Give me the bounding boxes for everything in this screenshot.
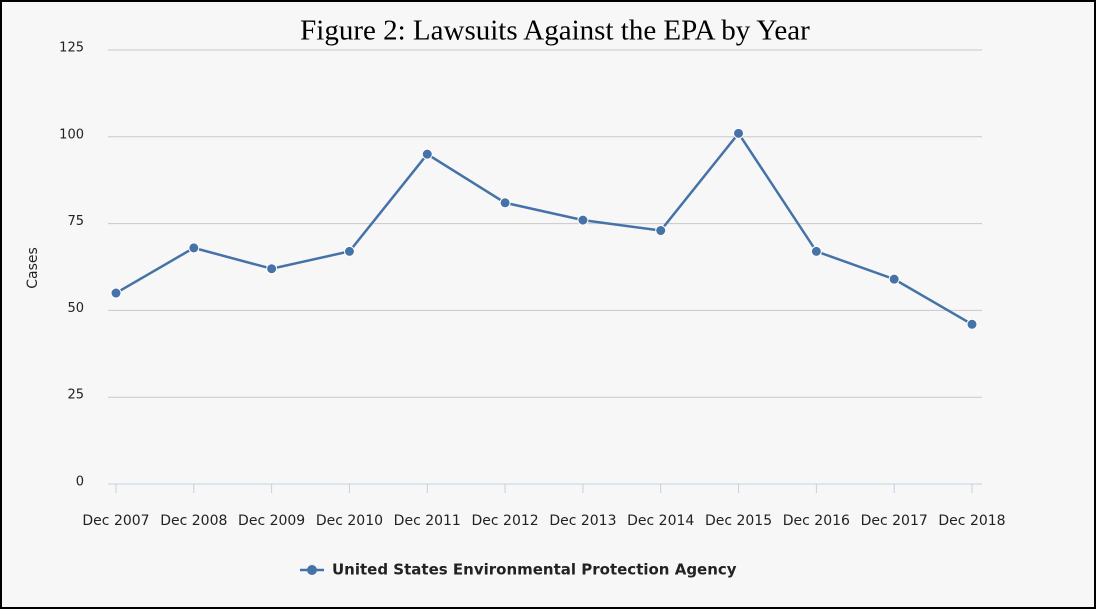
data-point: [421, 148, 433, 160]
data-point: [966, 318, 978, 330]
data-point: [655, 225, 667, 237]
data-point: [266, 263, 278, 275]
data-point: [499, 197, 511, 209]
data-point: [343, 245, 355, 257]
data-point: [188, 242, 200, 254]
x-tick-label: Dec 2013: [549, 513, 616, 529]
series-line: [115, 131, 973, 326]
data-point: [810, 245, 822, 257]
y-tick-label: 25: [67, 388, 84, 403]
x-tick-label: Dec 2015: [705, 513, 772, 529]
x-tick-label: Dec 2008: [160, 513, 227, 529]
data-point: [110, 287, 122, 299]
x-tick-label: Dec 2018: [938, 513, 1005, 529]
data-point: [733, 127, 745, 139]
y-tick-label: 0: [76, 475, 84, 490]
x-tick-label: Dec 2012: [472, 513, 539, 529]
x-tick-label: Dec 2009: [238, 513, 305, 529]
x-tick-label: Dec 2010: [316, 513, 383, 529]
legend-label: United States Environmental Protection A…: [332, 561, 737, 579]
x-tick-label: Dec 2007: [82, 513, 149, 529]
x-tick-label: Dec 2017: [861, 513, 928, 529]
data-point: [888, 273, 900, 285]
chart-title: Figure 2: Lawsuits Against the EPA by Ye…: [300, 15, 810, 47]
x-tick-label: Dec 2011: [394, 513, 461, 529]
y-tick-label: 125: [59, 41, 84, 56]
y-tick-label: 100: [59, 127, 84, 142]
x-tick-label: Dec 2016: [783, 513, 850, 529]
y-tick-label: 75: [67, 214, 84, 229]
y-axis-label: Cases: [25, 247, 41, 289]
x-tick-label: Dec 2014: [627, 513, 694, 529]
y-tick-label: 50: [67, 301, 84, 316]
legend-marker: [307, 565, 317, 575]
data-point: [577, 214, 589, 226]
